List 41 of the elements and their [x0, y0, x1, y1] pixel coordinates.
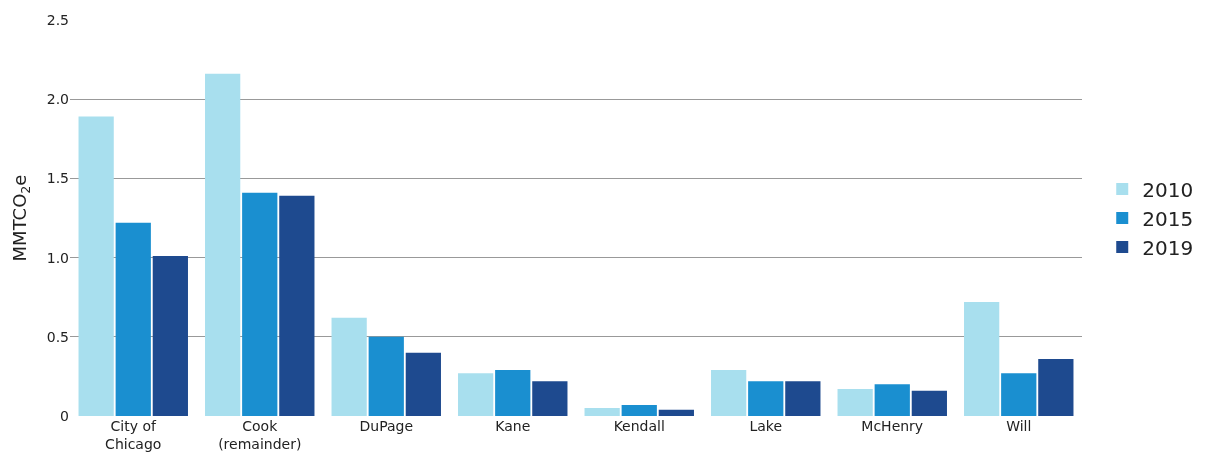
bar [785, 381, 821, 416]
bar [458, 373, 494, 416]
bar [621, 404, 657, 416]
bar [874, 384, 910, 416]
bar [405, 352, 441, 416]
bar [368, 336, 404, 416]
y-tick-label: 1.0 [46, 249, 69, 266]
y-tick-label: 0 [60, 407, 69, 424]
x-tick-label: Kane [495, 418, 531, 434]
y-tick-label: 0.5 [46, 328, 69, 345]
bar [242, 192, 278, 416]
bar [837, 389, 873, 416]
bar [1001, 373, 1037, 416]
bar [584, 408, 620, 416]
x-tick-label: DuPage [359, 418, 414, 434]
bar [495, 370, 531, 416]
bar [658, 409, 694, 416]
bar [205, 73, 241, 416]
bar [711, 370, 747, 416]
bar [532, 381, 568, 416]
x-tick-label: City of Chicago [105, 418, 162, 453]
bar [279, 195, 315, 416]
legend-label: 2019 [1142, 235, 1194, 260]
bar [78, 116, 114, 416]
bar [331, 317, 367, 416]
x-tick-label: Will [1006, 418, 1032, 434]
bar [152, 256, 188, 416]
bar [1038, 358, 1074, 416]
bar [115, 222, 151, 416]
y-tick-label: 1.5 [46, 170, 69, 187]
bar [748, 381, 784, 416]
y-tick-label: 2.0 [46, 91, 69, 108]
x-tick-label: Cook (remainder) [218, 418, 302, 453]
bar [911, 390, 947, 416]
legend-label: 2015 [1142, 206, 1194, 231]
x-tick-label: Lake [749, 418, 783, 434]
x-tick-label: McHenry [861, 418, 924, 434]
y-tick-label: 2.5 [46, 11, 69, 28]
bar [964, 301, 1000, 416]
x-tick-label: Kendall [613, 418, 665, 434]
legend-label: 2010 [1142, 177, 1194, 202]
